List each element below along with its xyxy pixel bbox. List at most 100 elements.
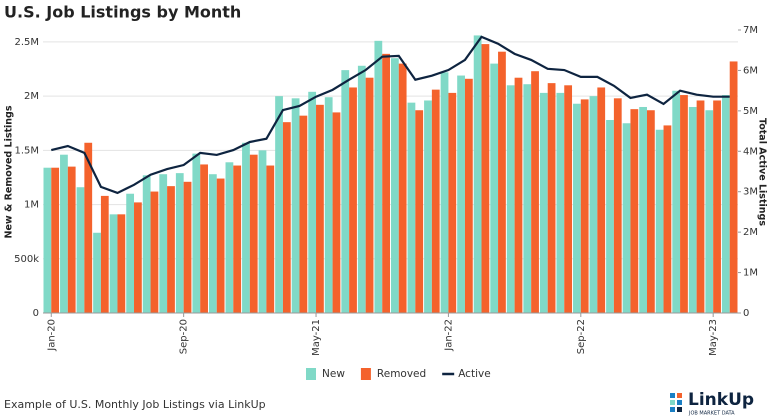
bar: [506, 85, 515, 313]
bar: [308, 91, 317, 313]
bar: [473, 35, 482, 314]
y2-tick-label: 2M: [743, 227, 758, 238]
bar: [663, 125, 672, 313]
bar: [729, 61, 738, 313]
bar: [390, 58, 399, 313]
bar: [225, 162, 234, 313]
y2-tick-label: 5M: [743, 106, 758, 117]
line: [51, 35, 730, 195]
bar: [440, 72, 449, 313]
bar: [192, 153, 201, 313]
bar: [696, 100, 705, 313]
bar: [721, 95, 730, 314]
y2-axis-label: Total Active Listings: [757, 118, 768, 226]
bar: [622, 123, 631, 313]
logo-icon: [670, 393, 682, 412]
bar: [142, 175, 151, 313]
bar: [365, 77, 374, 314]
bar: [613, 98, 622, 313]
bar: [547, 83, 556, 313]
bar: [299, 115, 308, 314]
bar: [539, 92, 548, 313]
legend-label: New: [322, 368, 345, 380]
bar: [646, 110, 655, 313]
bar: [672, 90, 681, 313]
bar: [150, 191, 159, 313]
bar: [316, 104, 324, 313]
bar: [216, 178, 225, 313]
chart-title: U.S. Job Listings by Month: [4, 3, 241, 22]
bar: [424, 100, 432, 313]
bar: [324, 97, 333, 314]
legend-swatch: [360, 368, 371, 380]
bar: [498, 51, 506, 314]
y2-tick-label: 6M: [743, 65, 758, 76]
bar: [374, 40, 383, 314]
bar: [407, 102, 416, 313]
bar: [282, 122, 291, 313]
bar: [84, 142, 93, 313]
x-tick-label: May-21: [311, 319, 322, 356]
bar: [597, 87, 606, 313]
bar: [630, 109, 639, 313]
bar: [167, 186, 175, 313]
bar: [349, 87, 357, 313]
bar: [531, 71, 539, 313]
bar: [448, 92, 457, 313]
bar: [655, 129, 664, 313]
bar: [249, 154, 258, 313]
bar: [200, 164, 208, 313]
bar: [43, 167, 52, 313]
bar: [175, 173, 184, 313]
bar: [357, 65, 366, 313]
bar: [398, 63, 407, 314]
bar: [291, 98, 300, 313]
bar: [580, 99, 589, 313]
bar: [556, 92, 565, 313]
x-tick-label: Sep-22: [576, 319, 587, 354]
bar: [589, 96, 598, 314]
bar: [275, 96, 283, 314]
bar: [573, 103, 581, 313]
bar: [606, 119, 614, 313]
bar: [51, 167, 60, 313]
y-axis-label: New & Removed Listings: [4, 105, 15, 238]
bar: [242, 142, 250, 313]
bar: [183, 181, 192, 313]
bar: [688, 106, 697, 313]
x-tick-label: Jan-20: [46, 319, 57, 352]
bar: [60, 154, 68, 313]
bar: [382, 53, 391, 314]
y-tick-label: 1.5M: [14, 145, 39, 156]
bar: [93, 232, 101, 313]
logo-text: LinkUp: [688, 390, 754, 410]
bar: [258, 150, 267, 313]
bar: [117, 214, 126, 313]
y2-tick-label: 0: [743, 308, 749, 319]
bar: [208, 174, 217, 313]
bar: [76, 187, 85, 313]
bar: [266, 165, 275, 313]
bar: [341, 70, 350, 313]
bar: [159, 174, 168, 313]
y-tick-label: 1M: [24, 200, 39, 211]
bar: [705, 110, 714, 313]
bar: [457, 75, 465, 314]
x-tick-label: Jan-22: [443, 319, 454, 352]
y-tick-label: 2.5M: [14, 37, 39, 48]
bar: [514, 77, 523, 314]
footer-caption: Example of U.S. Monthly Job Listings via…: [4, 398, 266, 411]
legend-label: Active: [458, 368, 490, 380]
bar: [134, 202, 142, 313]
bar: [564, 85, 573, 313]
bar: [233, 165, 242, 313]
bar: [639, 106, 647, 313]
y-tick-label: 0: [33, 308, 39, 319]
bar: [431, 89, 440, 313]
bar: [415, 110, 424, 313]
bar: [67, 166, 76, 313]
bar: [490, 63, 499, 314]
bar: [332, 112, 341, 313]
y2-tick-label: 3M: [743, 187, 758, 198]
bar: [481, 44, 490, 313]
